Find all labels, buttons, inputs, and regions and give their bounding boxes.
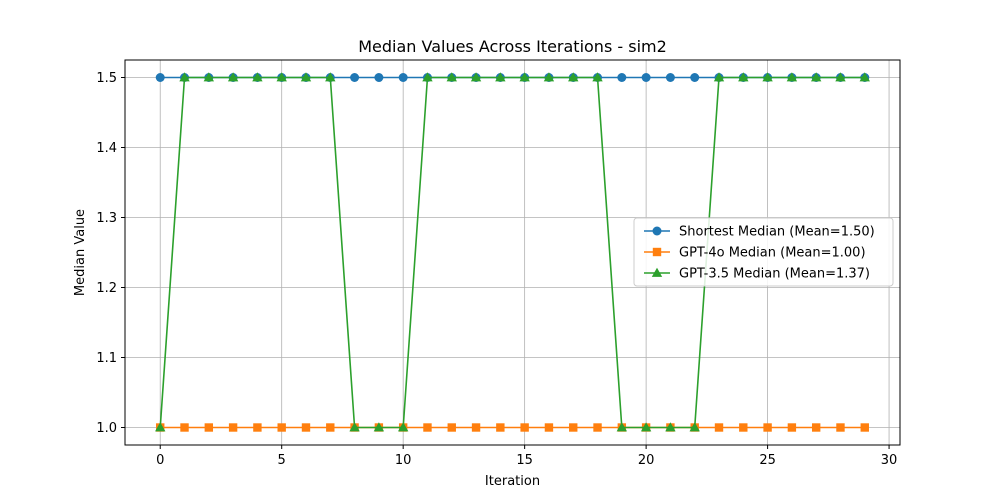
data-point [690,73,700,82]
data-point [713,72,725,82]
data-point [228,423,238,432]
legend-item: Shortest Median (Mean=1.50) [644,225,875,240]
x-tick-label: 0 [156,453,164,468]
data-point [203,72,215,82]
data-point [179,72,190,82]
plot-area-frame [124,59,901,446]
plot-series [155,72,870,432]
x-tick-label: 30 [881,453,898,468]
data-point [544,423,554,432]
y-tick-label: 1.2 [96,281,117,296]
axis-ticks: 0 5 10 15 20 25 30 1.0 1.1 1.2 1.3 1.4 1.5 [96,71,897,468]
legend-item: GPT-4o Median (Mean=1.00) [644,246,866,261]
series-2 [155,72,870,432]
data-point [787,423,797,432]
x-axis-label: Iteration [485,474,540,489]
x-tick-label: 15 [516,453,533,468]
series-line [159,76,865,429]
data-point [325,72,336,82]
data-point [496,423,505,432]
data-point [495,72,506,82]
legend-label: GPT-3.5 Median (Mean=1.37) [679,267,870,282]
data-point [397,422,409,432]
data-point [446,72,457,82]
data-point [180,423,189,432]
legend-swatch-marker [651,267,663,277]
data-point [423,423,432,432]
data-point [763,423,772,432]
data-point [155,422,166,432]
data-point [470,72,482,82]
data-point [640,422,652,432]
data-point [859,72,870,82]
data-point [569,423,578,432]
x-tick-label: 20 [638,453,655,468]
legend-label: Shortest Median (Mean=1.50) [679,225,875,240]
data-point [665,73,675,82]
data-point [592,72,603,82]
data-point [835,72,846,82]
data-point [326,423,335,432]
data-point [836,423,845,432]
data-point [519,72,530,82]
data-point [349,422,360,432]
data-point [373,422,385,432]
data-point [422,72,433,82]
data-point [811,423,821,432]
x-tick-label: 25 [759,453,776,468]
legend-box [633,217,894,287]
legend-label: GPT-4o Median (Mean=1.00) [679,246,866,261]
legend-swatch-marker [652,226,662,236]
y-tick-label: 1.4 [96,141,117,156]
data-point [471,423,481,432]
data-point [300,72,312,82]
y-tick-label: 1.1 [96,351,117,366]
legend: Shortest Median (Mean=1.50) GPT-4o Median… [633,217,894,287]
data-point [860,423,869,432]
data-point [227,72,239,82]
data-point [447,423,456,432]
y-axis-label: Median Value [73,209,88,296]
data-point [641,73,651,82]
data-point [762,72,773,82]
data-point [204,423,214,432]
data-point [786,72,798,82]
y-tick-label: 1.3 [96,211,117,226]
legend-swatch-marker [652,247,662,257]
data-point [155,73,165,82]
data-point [739,423,748,432]
data-point [301,423,311,432]
data-point [616,422,628,432]
data-point [810,72,822,82]
data-point [398,73,408,82]
data-point [276,72,287,82]
data-point [374,73,384,82]
data-point [593,423,602,432]
x-tick-label: 10 [395,453,412,468]
legend-item: GPT-3.5 Median (Mean=1.37) [644,267,870,282]
data-point [568,72,579,82]
data-point [665,422,676,432]
data-point [714,423,724,432]
data-point [520,423,529,432]
y-tick-label: 1.5 [96,71,117,86]
data-point [350,73,360,82]
data-point [543,72,555,82]
data-point [253,423,262,432]
chart-title: Median Values Across Iterations - sim2 [358,37,667,56]
data-point [277,423,286,432]
x-tick-label: 5 [278,453,286,468]
data-point [738,72,749,82]
y-tick-label: 1.0 [96,421,117,436]
data-point [617,73,627,82]
data-point [252,72,263,82]
data-point [689,422,700,432]
